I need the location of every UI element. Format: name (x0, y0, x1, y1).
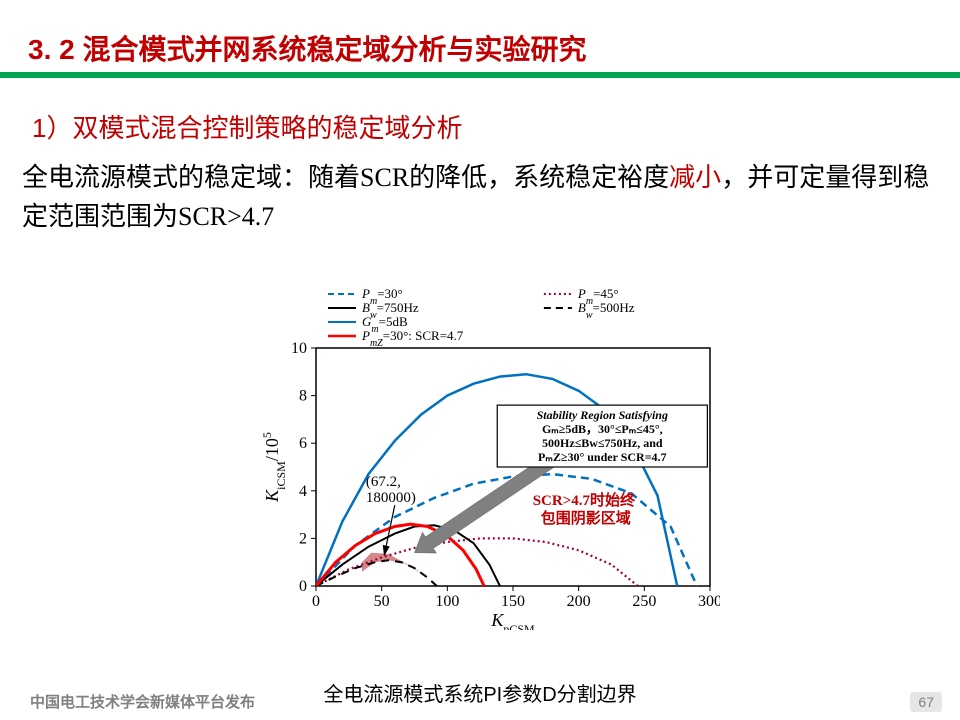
body-red: 减小 (669, 163, 721, 192)
svg-text:180000): 180000) (366, 490, 416, 506)
section-subtitle: 1）双模式混合控制策略的稳定域分析 (32, 108, 462, 145)
svg-text:(67.2,: (67.2, (366, 474, 401, 490)
body-paragraph: 全电流源模式的稳定域：随着SCR的降低，系统稳定裕度减小，并可定量得到稳定范围范… (22, 158, 938, 236)
svg-text:Gₘ≥5dB，30°≤Pₘ≤45°,: Gₘ≥5dB，30°≤Pₘ≤45°, (542, 422, 663, 436)
svg-text:4: 4 (299, 483, 307, 500)
svg-text:50: 50 (374, 593, 390, 610)
svg-text:KiCSM/105: KiCSM/105 (260, 432, 288, 503)
divider-line (0, 72, 960, 78)
svg-text:PₘZ≥30° under SCR=4.7: PₘZ≥30° under SCR=4.7 (538, 450, 667, 464)
svg-text:500Hz≤Bw≤750Hz, and: 500Hz≤Bw≤750Hz, and (542, 436, 663, 450)
svg-text:SCR>4.7时始终: SCR>4.7时始终 (533, 491, 636, 509)
svg-text:100: 100 (435, 593, 459, 610)
svg-text:10: 10 (291, 340, 307, 357)
svg-text:0: 0 (299, 578, 307, 595)
svg-text:0: 0 (312, 593, 320, 610)
svg-text:200: 200 (567, 593, 591, 610)
svg-text:8: 8 (299, 388, 307, 405)
svg-text:包围阴影区域: 包围阴影区域 (541, 509, 631, 527)
svg-text:KpCSM: KpCSM (490, 610, 535, 630)
body-part1: 随着SCR的降低，系统稳定裕度 (308, 163, 669, 192)
stability-chart: 0 50 100 150 200 250 300 0 2 4 6 8 10 KpCSM KiCSM/105 (… (260, 278, 720, 630)
body-lead: 全电流源模式的稳定域： (22, 162, 308, 192)
slide-title: 3. 2 混合模式并网系统稳定域分析与实验研究 (28, 28, 587, 68)
svg-text:300: 300 (698, 593, 720, 610)
svg-text:6: 6 (299, 435, 307, 452)
svg-text:250: 250 (632, 593, 656, 610)
svg-text:Stability Region Satisfying: Stability Region Satisfying (537, 408, 668, 422)
svg-text:150: 150 (501, 593, 525, 610)
footer-text: 中国电工技术学会新媒体平台发布 (30, 691, 255, 712)
svg-text:2: 2 (299, 530, 307, 547)
page-number: 67 (910, 692, 942, 712)
